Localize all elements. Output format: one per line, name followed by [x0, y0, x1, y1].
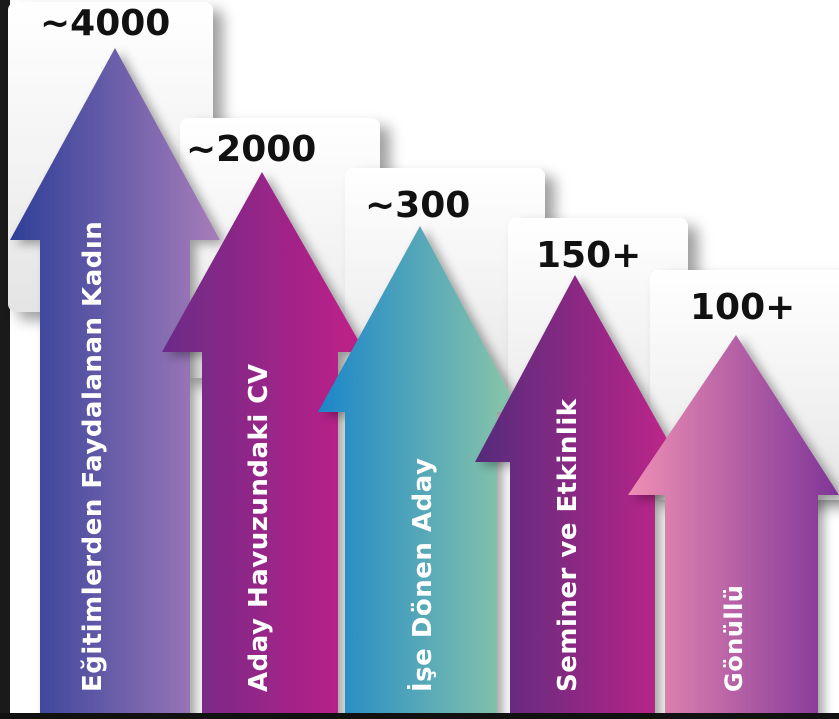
stat-value-4: 150+	[536, 235, 642, 276]
stat-value-3: ~300	[365, 185, 471, 226]
stat-label-2: Aday Havuzundaki CV	[244, 363, 274, 692]
stat-label-3: İşe Dönen Aday	[408, 457, 438, 692]
arrow-1	[10, 48, 220, 719]
arrow-3	[318, 226, 520, 719]
left-edge	[0, 0, 10, 719]
stat-value-1: ~4000	[40, 3, 171, 44]
arrow-2	[162, 172, 365, 719]
bottom-edge	[0, 713, 839, 719]
stat-value-2: ~2000	[186, 129, 317, 170]
stat-label-4: Seminer ve Etkinlik	[553, 398, 583, 692]
arrow-4	[475, 275, 680, 719]
stat-value-5: 100+	[690, 287, 796, 328]
stat-label-5: Gönüllü	[720, 584, 748, 692]
arrow-5	[628, 335, 839, 719]
stat-label-1: Eğitimlerden Faydalanan Kadın	[78, 220, 108, 692]
